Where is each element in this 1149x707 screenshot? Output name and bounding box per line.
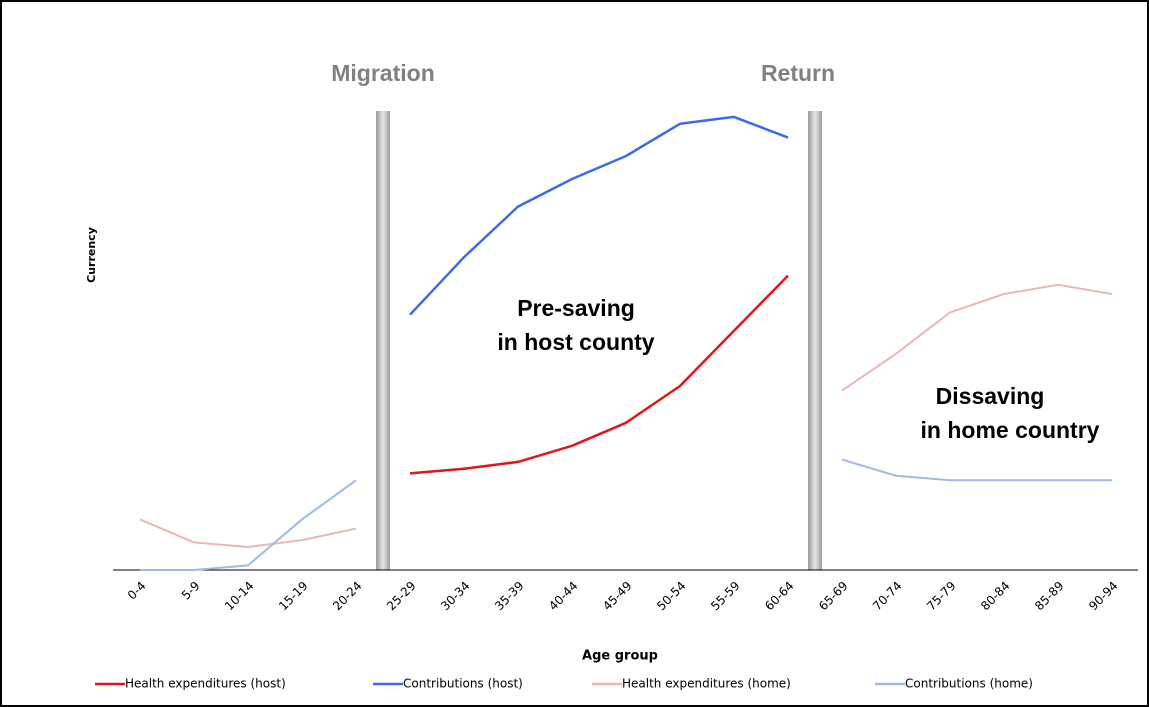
- series-line: [140, 458, 1112, 571]
- legend-label: Contributions (home): [905, 677, 1033, 691]
- annotation: Return: [761, 60, 835, 86]
- return-divider: [808, 111, 822, 570]
- x-axis-title: Age group: [582, 649, 658, 664]
- series-line: [139, 283, 1113, 548]
- legend-label: Contributions (host): [403, 677, 523, 691]
- series-line: [409, 274, 789, 475]
- annotation: in host county: [497, 329, 654, 355]
- legend-label: Health expenditures (home): [622, 677, 791, 691]
- annotation: Dissaving: [936, 383, 1045, 409]
- annotation: Migration: [331, 60, 435, 86]
- annotation: Pre-saving: [517, 295, 635, 321]
- annotation: in home country: [921, 417, 1100, 443]
- legend-label: Health expenditures (host): [125, 677, 286, 691]
- migration-divider: [376, 111, 390, 570]
- series-line: [409, 115, 789, 316]
- y-axis-title: Currency: [85, 227, 98, 283]
